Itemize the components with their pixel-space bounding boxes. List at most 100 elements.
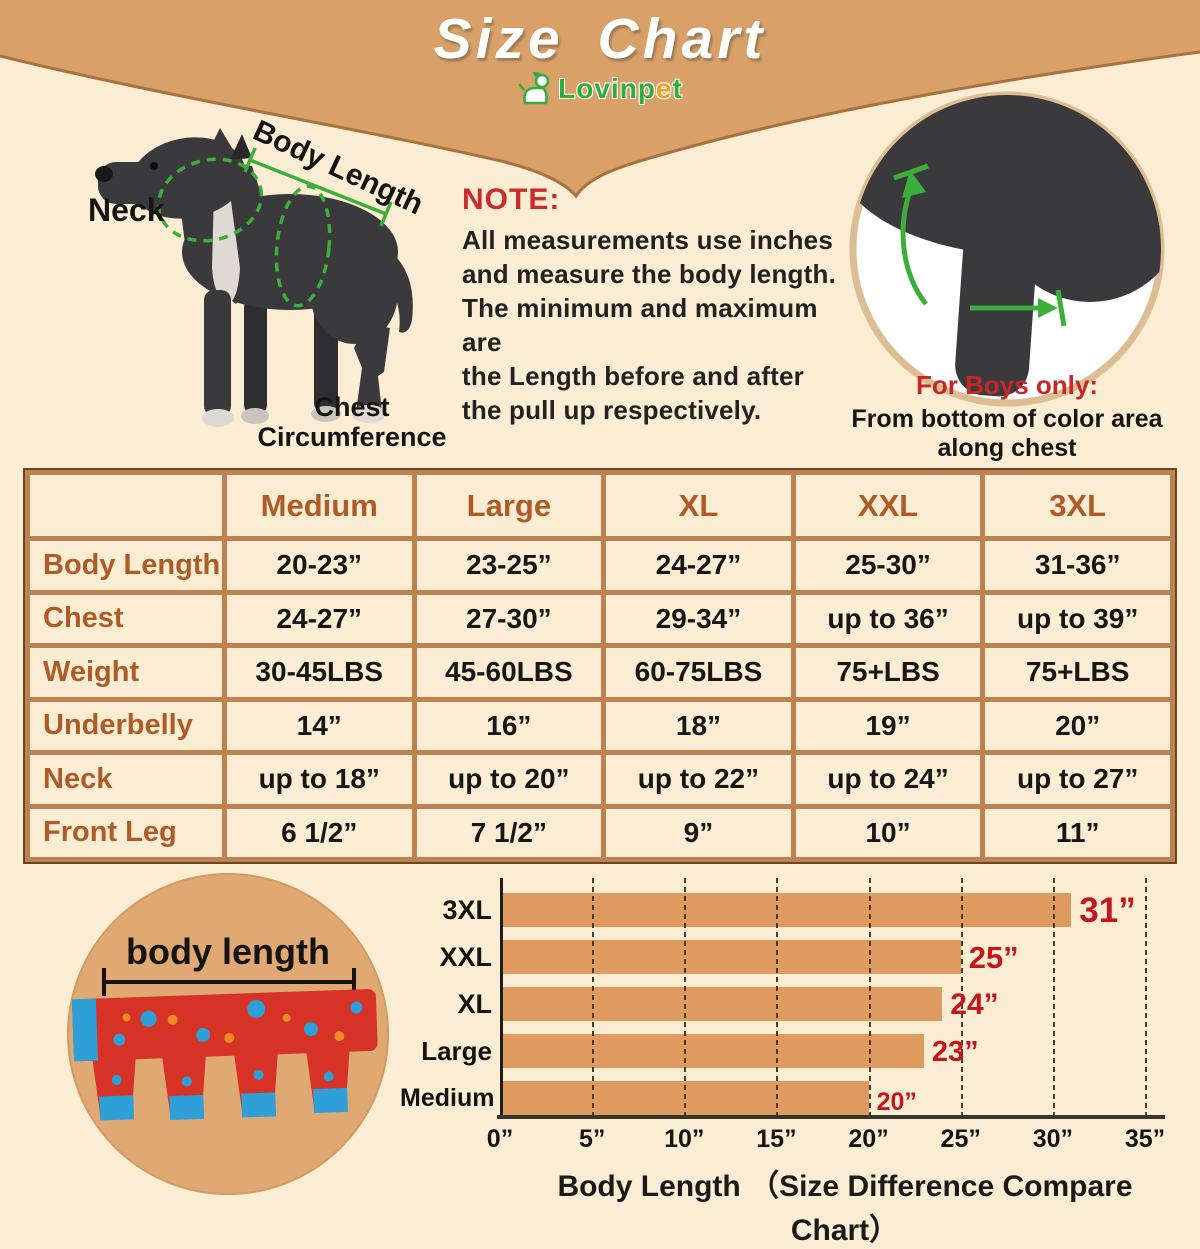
table-cell: 10” — [790, 803, 986, 862]
table-cell: 24-27” — [221, 589, 417, 648]
chart-bar — [500, 893, 1072, 927]
measurement-overlays — [156, 147, 393, 308]
size-table: Medium Large XL XXL 3XL Body Length 20-23” 23-2… — [25, 470, 1175, 862]
row-label: Neck — [25, 750, 227, 809]
table-row: Front Leg 6 1/2” 7 1/2” 9” 10” 11” — [25, 803, 1175, 862]
dog-mascot-icon — [518, 72, 550, 105]
table-cell: 19” — [790, 696, 986, 755]
category-label: XL — [457, 989, 492, 1019]
table-corner-cell — [25, 470, 227, 541]
table-row: Underbelly 14” 16” 18” 19” 20” — [25, 696, 1175, 755]
x-tick-label: 15” — [756, 1125, 797, 1153]
table-cell: 16” — [411, 696, 607, 755]
chart-category-axis: 3XL XXL XL Large Medium — [400, 878, 495, 1115]
table-cell: 60-75LBS — [601, 643, 796, 702]
category-label: 3XL — [442, 895, 492, 925]
bar-value-label: 20” — [876, 1088, 917, 1116]
table-cell: up to 24” — [790, 750, 986, 809]
chart-x-axis — [497, 1115, 1165, 1119]
x-tick-label: 20” — [848, 1125, 889, 1153]
category-label: Medium — [400, 1084, 495, 1112]
x-tick-label: 30” — [1032, 1125, 1073, 1153]
table-header-row: Medium Large XL XXL 3XL — [25, 470, 1175, 541]
table-cell: 23-25” — [411, 536, 607, 595]
pajama-garment — [71, 989, 378, 1121]
chart-bar — [500, 940, 961, 974]
header-banner — [0, 0, 1200, 199]
brand-logo: Lovinpet — [0, 72, 1200, 106]
table-cell: 14” — [221, 696, 417, 755]
table-cell: up to 20” — [411, 750, 607, 809]
table-cell: up to 36” — [790, 589, 986, 648]
row-label: Underbelly — [25, 696, 227, 755]
chart-bar — [500, 987, 943, 1021]
table-row: Weight 30-45LBS 45-60LBS 60-75LBS 75+LBS 75+L… — [25, 643, 1175, 702]
table-cell: 9” — [601, 803, 796, 862]
row-label: Chest — [25, 589, 227, 648]
body-length-circle: body length — [62, 868, 394, 1200]
table-cell: 11” — [980, 803, 1175, 862]
row-label: Body Length — [25, 536, 227, 595]
table-cell: 25-30” — [790, 536, 986, 595]
column-header: XXL — [790, 470, 986, 541]
note-heading: NOTE: — [462, 183, 561, 216]
body-length-circle-label: body length — [126, 931, 330, 972]
gridline-5in — [592, 878, 595, 1115]
table-cell: 20-23” — [221, 536, 417, 595]
dog-illustration — [95, 128, 413, 427]
gridline-35in — [1145, 878, 1147, 1115]
table-cell: 30-45LBS — [221, 643, 417, 702]
neck-label: Neck — [88, 192, 165, 228]
column-header: 3XL — [980, 470, 1175, 541]
chest-circumference-label: Chest Circumference — [257, 392, 447, 453]
table-row: Body Length 20-23” 23-25” 24-27” 25-30” 31-36… — [25, 536, 1175, 595]
chart-plot: 0” 5” 10” 15” 20” 25” 30” 35” 31” 25” 24” 23” 20” — [487, 878, 1165, 1153]
gridline-30in — [1052, 878, 1055, 1115]
dog-measurement-diagram: Neck Body Length Chest Circumference — [38, 72, 470, 464]
column-header: Medium — [221, 470, 417, 541]
category-label: XXL — [439, 942, 492, 972]
x-tick-label: 25” — [940, 1125, 981, 1153]
chart-title: Body Length （Size Difference Compare Cha… — [557, 1170, 1133, 1247]
x-tick-label: 10” — [664, 1125, 705, 1153]
table-cell: up to 27” — [980, 750, 1175, 809]
column-header: XL — [601, 470, 796, 541]
table-cell: up to 22” — [601, 750, 796, 809]
table-cell: 20” — [980, 696, 1175, 755]
table-cell: 75+LBS — [980, 643, 1175, 702]
x-tick-label: 5” — [578, 1125, 606, 1153]
x-tick-label: 0” — [486, 1125, 514, 1153]
table-cell: 29-34” — [601, 589, 796, 648]
table-cell: up to 18” — [221, 750, 417, 809]
gridline-0in — [500, 878, 503, 1115]
table-cell: 6 1/2” — [221, 803, 417, 862]
bar-value-label: 25” — [968, 940, 1019, 975]
brand-name: Lovinpet — [558, 73, 683, 104]
boys-caption: For Boys only: From bottom of color area… — [842, 370, 1172, 463]
chest-closeup-illustration — [849, 91, 1165, 407]
row-label: Front Leg — [25, 803, 227, 862]
row-label: Weight — [25, 643, 227, 702]
bar-value-label: 31” — [1079, 891, 1136, 930]
bar-value-label: 23” — [931, 1036, 979, 1068]
table-row: Chest 24-27” 27-30” 29-34” up to 36” up to 39… — [25, 589, 1175, 648]
category-label: Large — [421, 1036, 492, 1066]
chart-bar — [500, 1034, 924, 1068]
x-tick-label: 35” — [1124, 1125, 1166, 1153]
gridline-25in — [960, 878, 963, 1115]
table-cell: 31-36” — [980, 536, 1175, 595]
gridline-15in — [776, 878, 779, 1115]
table-cell: 7 1/2” — [411, 803, 607, 862]
compare-bar-chart: 3XL XXL XL Large Medium 0” 5” 10” 15” 20” 25” 30” 3… — [400, 878, 1190, 1247]
bar-value-label: 24” — [950, 988, 999, 1021]
gridline-10in — [684, 878, 687, 1115]
table-cell: 45-60LBS — [411, 643, 607, 702]
boys-heading: For Boys only: — [915, 370, 1098, 400]
boys-body: From bottom of color area along chest — [851, 405, 1163, 462]
column-header: Large — [411, 470, 607, 541]
note-body: All measurements use inches and measure … — [462, 225, 836, 425]
table-cell: 24-27” — [601, 536, 796, 595]
table-cell: 75+LBS — [790, 643, 986, 702]
boys-measure-circle — [842, 86, 1172, 421]
